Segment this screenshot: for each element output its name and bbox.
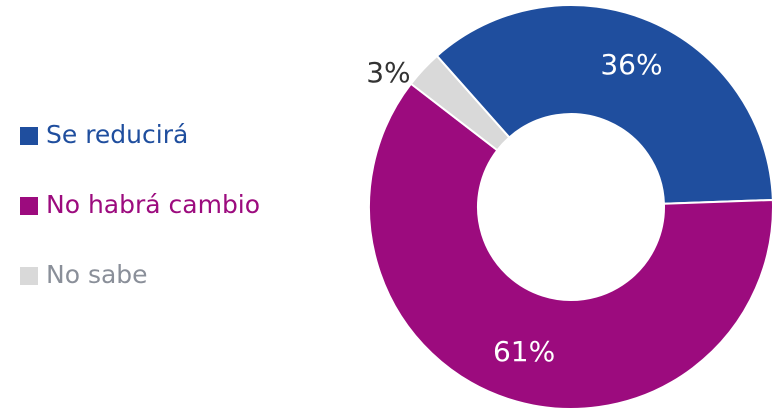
data-label: 61% [493,335,555,368]
legend-label: Se reducirá [46,120,188,149]
legend-swatch [20,267,38,285]
legend-label: No habrá cambio [46,190,260,219]
legend-swatch [20,197,38,215]
donut-slice [435,4,773,205]
donut-slice [409,54,511,152]
data-label: 36% [600,48,662,81]
legend-swatch [20,127,38,145]
donut-slice [368,82,773,409]
legend-label: No sabe [46,260,148,289]
data-label: 3% [366,56,410,89]
